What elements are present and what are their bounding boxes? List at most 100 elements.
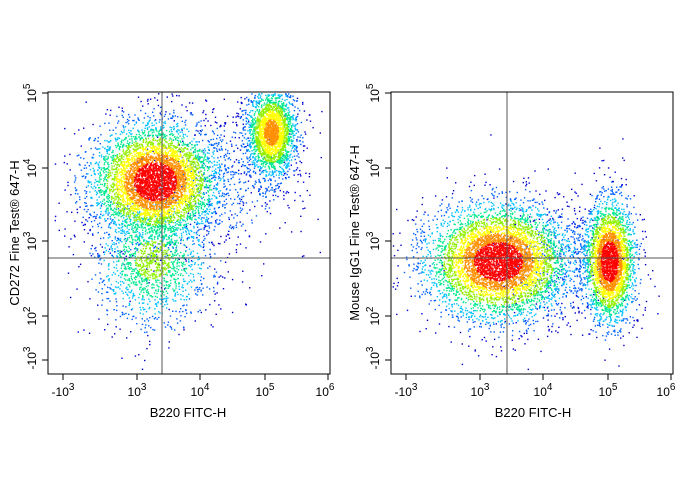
event-dot — [207, 120, 209, 122]
event-dot — [235, 144, 237, 146]
event-dot — [127, 129, 130, 131]
event-dot — [76, 208, 78, 211]
event-dot — [83, 167, 85, 169]
event-dot — [153, 238, 156, 240]
event-dot — [101, 190, 104, 192]
event-dot — [122, 213, 125, 215]
event-dot — [221, 149, 223, 151]
event-dot — [128, 291, 130, 293]
event-dot — [244, 126, 246, 128]
event-dot — [263, 102, 266, 104]
event-dot — [150, 129, 152, 132]
event-dot — [154, 276, 157, 278]
event-dot — [80, 157, 82, 159]
event-dot — [64, 189, 66, 191]
event-dot — [188, 209, 190, 211]
event-dot — [266, 203, 268, 205]
event-dot — [167, 297, 169, 299]
event-dot — [108, 166, 110, 168]
event-dot — [259, 165, 261, 168]
event-dot — [193, 214, 196, 217]
event-dot — [288, 102, 291, 105]
event-dot — [116, 206, 118, 209]
event-dot — [241, 281, 244, 283]
event-dot — [125, 212, 128, 214]
event-dot — [222, 205, 224, 207]
event-dot — [229, 159, 232, 161]
event-dot — [90, 221, 93, 223]
event-dot — [150, 326, 152, 329]
event-dot — [154, 308, 156, 310]
event-dot — [148, 306, 151, 309]
event-dot — [166, 217, 169, 220]
event-dot — [158, 228, 161, 231]
event-dot — [97, 148, 100, 150]
event-dot — [85, 151, 87, 153]
event-dot — [139, 265, 142, 267]
event-dot — [93, 211, 95, 214]
event-dot — [138, 244, 140, 246]
event-dot — [194, 166, 197, 168]
event-dot — [109, 188, 111, 191]
event-dot — [156, 268, 159, 270]
event-dot — [185, 289, 187, 291]
event-dot — [112, 155, 114, 157]
event-dot — [200, 166, 202, 169]
event-dot — [171, 234, 173, 237]
event-dot — [140, 328, 142, 331]
event-dot — [81, 221, 83, 224]
event-dot — [251, 201, 254, 203]
event-dot — [115, 158, 117, 160]
event-dot — [249, 169, 251, 171]
event-dot — [242, 123, 244, 125]
event-dot — [112, 219, 114, 221]
event-dot — [107, 323, 109, 326]
event-dot — [201, 241, 203, 243]
event-dot — [197, 209, 199, 211]
event-dot — [99, 166, 101, 169]
event-dot — [208, 241, 210, 244]
event-dot — [239, 188, 242, 190]
event-dot — [302, 208, 304, 210]
event-dot — [259, 113, 261, 116]
event-dot — [100, 213, 102, 215]
event-dot — [160, 259, 162, 261]
event-dot — [143, 117, 146, 119]
event-dot — [167, 249, 169, 251]
event-dot — [182, 305, 184, 307]
event-dot — [90, 147, 92, 150]
event-dot — [255, 106, 257, 108]
event-dot — [155, 231, 158, 233]
event-dot — [227, 233, 229, 236]
event-dot — [165, 111, 167, 113]
event-dot — [182, 215, 184, 217]
event-dot — [112, 151, 114, 153]
event-dot — [202, 222, 204, 225]
event-dot — [108, 248, 111, 250]
event-dot — [108, 264, 110, 266]
event-dot — [86, 161, 89, 164]
event-dot — [283, 171, 285, 173]
event-dot — [182, 239, 184, 242]
event-dot — [211, 212, 214, 214]
event-dot — [138, 212, 141, 214]
event-dot — [185, 200, 187, 203]
event-dot — [150, 244, 152, 246]
event-dot — [142, 227, 144, 229]
event-dot — [123, 248, 126, 251]
event-dot — [290, 164, 292, 166]
event-dot — [296, 167, 299, 169]
event-dot — [219, 202, 221, 204]
event-dot — [229, 189, 231, 191]
event-dot — [132, 241, 134, 243]
event-dot — [260, 185, 262, 187]
event-dot — [164, 297, 166, 300]
event-dot — [290, 145, 292, 147]
event-dot — [206, 225, 208, 227]
event-dot — [98, 161, 101, 163]
event-dot — [148, 223, 151, 225]
event-dot — [151, 122, 153, 124]
event-dot — [114, 196, 116, 198]
event-dot — [283, 156, 285, 158]
event-dot — [88, 165, 90, 167]
